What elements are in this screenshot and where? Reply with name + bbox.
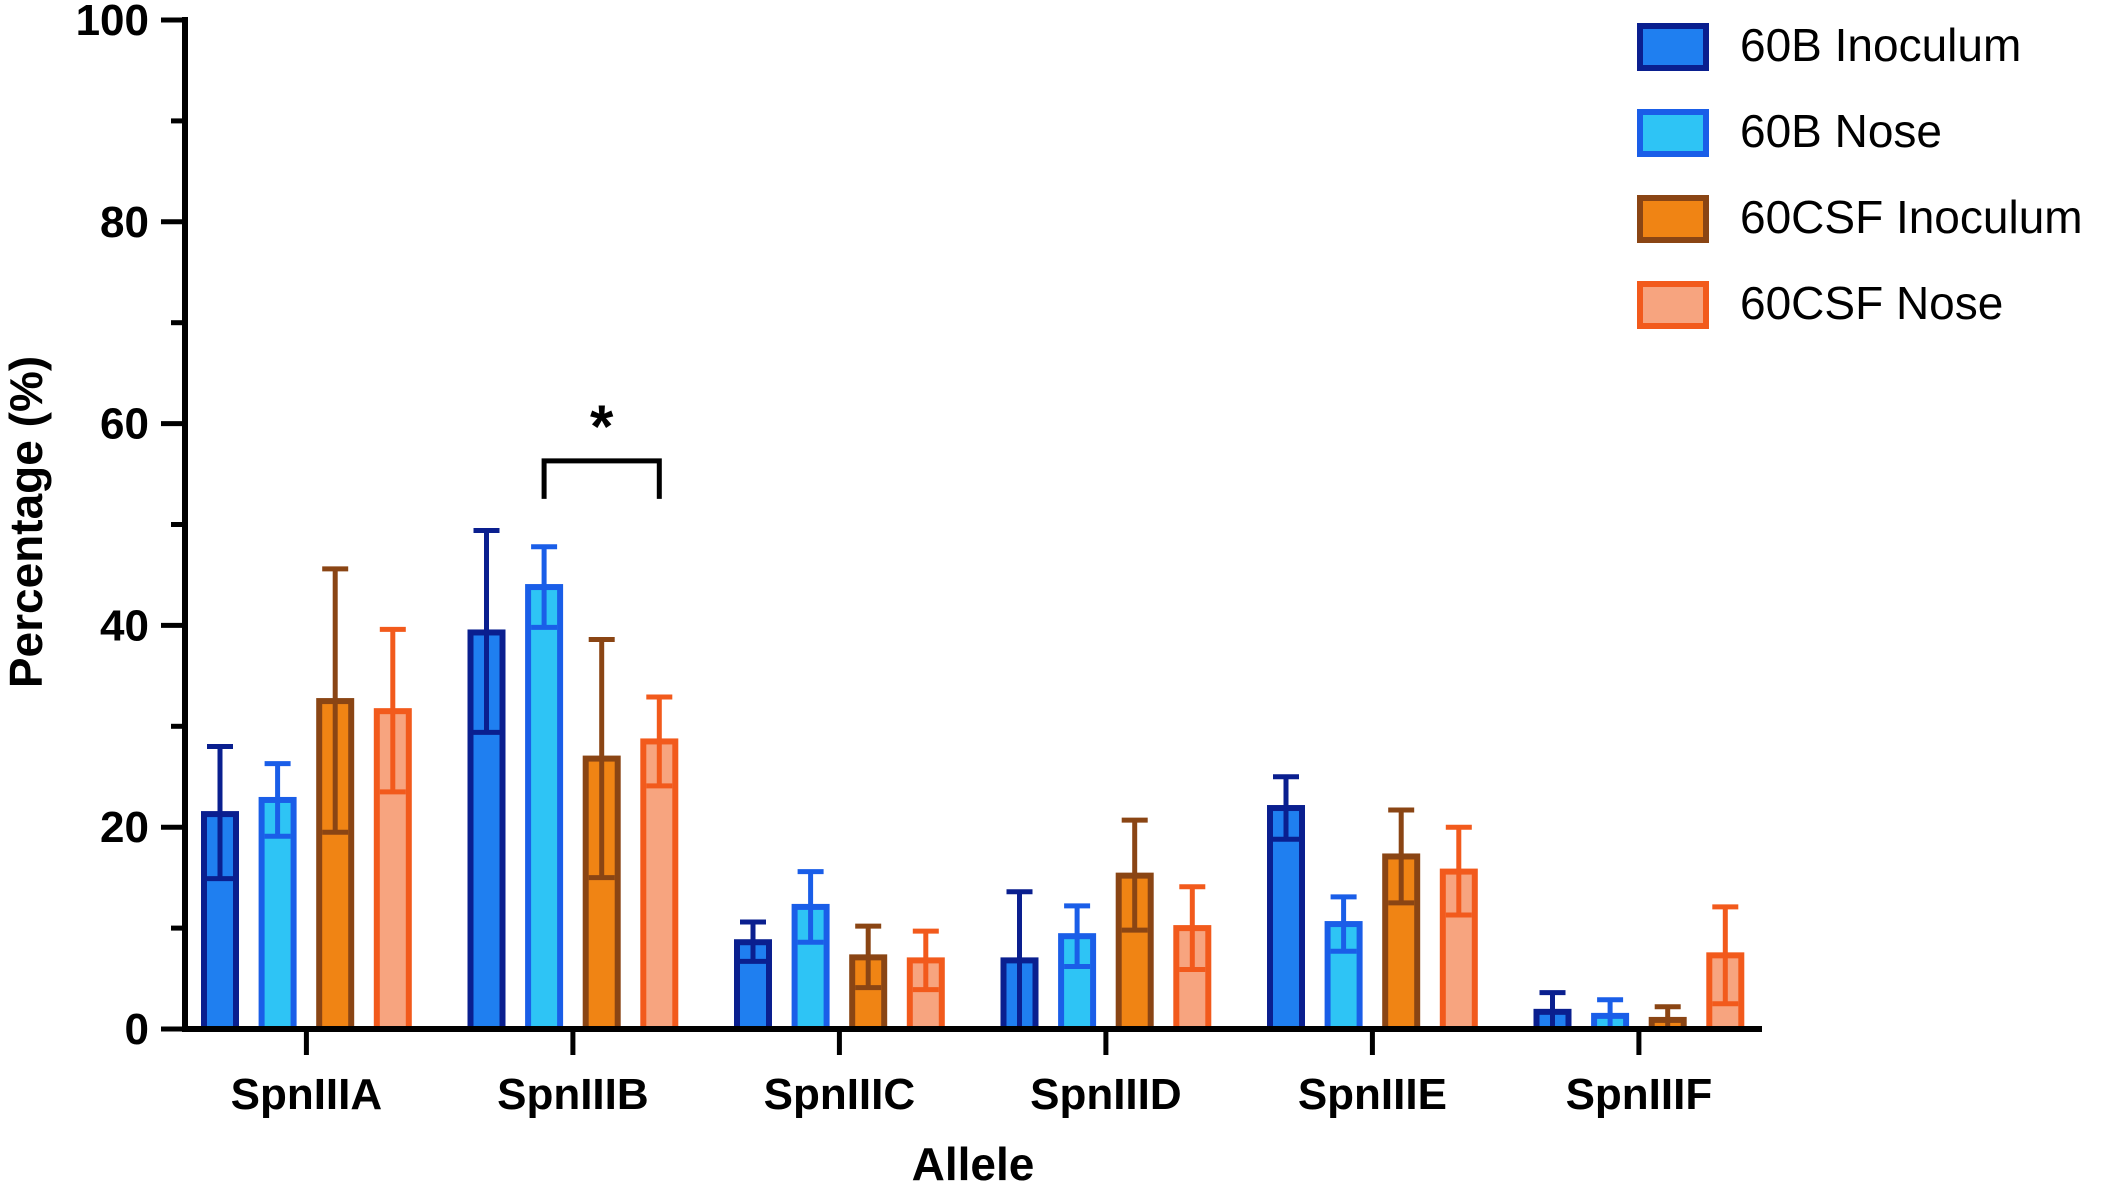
- legend-label-60b-inoculum: 60B Inoculum: [1740, 19, 2021, 71]
- y-tick-label-40: 40: [100, 601, 149, 650]
- x-axis-title: Allele: [912, 1138, 1035, 1187]
- legend: 60B Inoculum 60B Nose 60CSF Inoculum 60CSF …: [1637, 19, 2083, 329]
- y-tick-label-0: 0: [125, 1005, 149, 1054]
- annotations-layer: *: [541, 393, 662, 499]
- legend-swatch-60csf-nose: [1637, 281, 1709, 329]
- bars-layer: [201, 528, 1745, 1033]
- legend-label-60csf-nose: 60CSF Nose: [1740, 277, 2003, 329]
- legend-swatch-60csf-inoculum: [1637, 195, 1709, 243]
- x-tick-label-spniiid: SpnIIID: [1030, 1070, 1182, 1119]
- significance-asterisk: *: [590, 393, 614, 460]
- significance-bracket: [541, 458, 662, 499]
- bar-spniiie-60csf-nose: [1439, 868, 1478, 1033]
- x-tick-label-spniiib: SpnIIIB: [497, 1070, 649, 1119]
- x-tick-label-spniiia: SpnIIIA: [231, 1070, 383, 1119]
- legend-label-60csf-inoculum: 60CSF Inoculum: [1740, 191, 2083, 243]
- y-tick-label-60: 60: [100, 400, 149, 449]
- axes-layer: 0 20 40 60 80 100 SpnIIIA SpnIIIB SpnIIIC SpnIIID…: [76, 0, 1762, 1119]
- y-axis-title: Percentage (%): [0, 356, 52, 688]
- legend-label-60b-nose: 60B Nose: [1740, 105, 1942, 157]
- y-tick-label-100: 100: [76, 0, 149, 45]
- x-tick-label-spniiie: SpnIIIE: [1298, 1070, 1447, 1119]
- y-tick-label-20: 20: [100, 803, 149, 852]
- legend-swatch-60b-inoculum: [1637, 23, 1709, 71]
- bar-spniiib-60b-nose: [525, 584, 564, 1032]
- legend-swatch-60b-nose: [1637, 109, 1709, 157]
- x-tick-label-spniiif: SpnIIIF: [1566, 1070, 1713, 1119]
- x-tick-label-spniiic: SpnIIIC: [764, 1070, 916, 1119]
- y-tick-label-80: 80: [100, 198, 149, 247]
